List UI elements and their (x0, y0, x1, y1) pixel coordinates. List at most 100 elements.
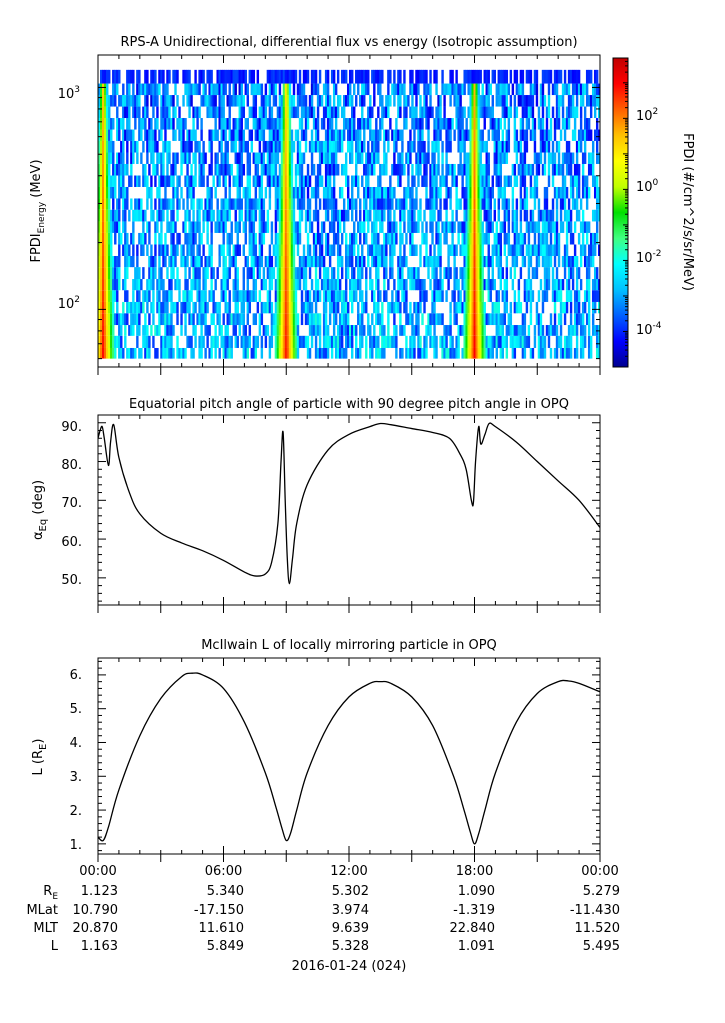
heatmap-cell (415, 279, 418, 291)
heatmap-cell (132, 290, 135, 302)
heatmap-cell (220, 221, 223, 233)
heatmap-cell (505, 335, 509, 348)
heatmap-cell (314, 325, 318, 336)
heatmap-cell (473, 244, 476, 256)
heatmap-cell (495, 255, 498, 268)
heatmap-cell (379, 95, 382, 107)
heatmap-cell (282, 69, 286, 84)
heatmap-cell (481, 175, 484, 187)
heatmap-cell (224, 129, 227, 141)
heatmap-cell (405, 301, 408, 314)
heatmap-cell (381, 313, 384, 326)
heatmap-cell (459, 244, 462, 256)
heatmap-cell (202, 244, 205, 256)
heatmap-cell (463, 301, 466, 314)
heatmap-cell (389, 335, 392, 348)
heatmap-cell (294, 301, 298, 314)
heatmap-cell (377, 255, 380, 268)
heatmap-cell (128, 106, 131, 119)
heatmap-cell (218, 313, 221, 326)
heatmap-cell (268, 175, 272, 187)
heatmap-cell (553, 83, 557, 96)
heatmap-cell (437, 232, 440, 245)
heatmap-cell (282, 244, 286, 256)
heatmap-cell (286, 244, 290, 256)
heatmap-cell (296, 106, 300, 119)
heatmap-cell (387, 129, 390, 141)
heatmap-cell (553, 255, 557, 268)
heatmap-cell (258, 244, 262, 256)
heatmap-cell (114, 255, 117, 268)
heatmap-cell (469, 69, 472, 84)
heatmap-cell (190, 95, 193, 107)
heatmap-cell (571, 129, 575, 141)
heatmap-cell (316, 106, 320, 119)
heatmap-cell (222, 163, 225, 176)
heatmap-cell (324, 152, 328, 164)
heatmap-cell (405, 95, 408, 107)
heatmap-cell (423, 290, 426, 302)
heatmap-cell (547, 255, 551, 268)
heatmap-cell (230, 347, 233, 359)
heatmap-cell (284, 95, 288, 107)
heatmap-cell (146, 69, 149, 84)
heatmap-cell (455, 106, 458, 119)
heatmap-cell (242, 95, 245, 107)
heatmap-cell (533, 69, 537, 84)
heatmap-cell (236, 129, 239, 141)
heatmap-cell (573, 175, 577, 187)
heatmap-cell (226, 335, 229, 348)
heatmap-cell (405, 198, 408, 210)
heatmap-cell (589, 244, 593, 256)
heatmap-cell (146, 152, 149, 164)
heatmap-cell (334, 83, 338, 96)
heatmap-cell (589, 106, 593, 119)
heatmap-cell (471, 69, 474, 84)
heatmap-cell (314, 232, 318, 245)
heatmap-cell (314, 301, 318, 314)
heatmap-cell (234, 129, 237, 141)
heatmap-cell (583, 152, 587, 164)
heatmap-cell (194, 279, 197, 291)
heatmap-cell (322, 152, 326, 164)
heatmap-cell (511, 347, 515, 359)
heatmap-cell (192, 279, 195, 291)
heatmap-cell (272, 163, 276, 176)
heatmap-cell (349, 152, 352, 164)
heatmap-cell (381, 255, 384, 268)
heatmap-cell (252, 279, 256, 291)
heatmap-cell (471, 118, 474, 130)
heatmap-cell (523, 335, 527, 348)
heatmap-cell (381, 198, 384, 210)
heatmap-cell (178, 347, 181, 359)
heatmap-cell (256, 129, 260, 141)
heatmap-cell (174, 186, 177, 199)
heatmap-cell (493, 335, 496, 348)
heatmap-cell (116, 83, 119, 96)
heatmap-cell (314, 255, 318, 268)
heatmap-cell (409, 301, 412, 314)
heatmap-cell (473, 209, 476, 222)
heatmap-cell (228, 232, 231, 245)
heatmap-cell (439, 129, 442, 141)
heatmap-cell (112, 186, 115, 199)
heatmap-cell (357, 175, 360, 187)
heatmap-cell (473, 232, 476, 245)
heatmap-cell (168, 335, 171, 348)
heatmap-cell (593, 129, 597, 141)
heatmap-cell (214, 335, 217, 348)
heatmap-cell (240, 335, 243, 348)
heatmap-cell (160, 335, 163, 348)
heatmap-cell (359, 232, 362, 245)
heatmap-cell (302, 95, 306, 107)
heatmap-cell (503, 140, 507, 153)
heatmap-cell (152, 163, 155, 176)
heatmap-cell (349, 129, 352, 141)
heatmap-cell (208, 129, 211, 141)
heatmap-cell (543, 129, 547, 141)
heatmap-cell (551, 106, 555, 119)
heatmap-cell (258, 209, 262, 222)
heatmap-cell (367, 313, 370, 326)
heatmap-cell (124, 198, 127, 210)
heatmap-cell (144, 83, 147, 96)
